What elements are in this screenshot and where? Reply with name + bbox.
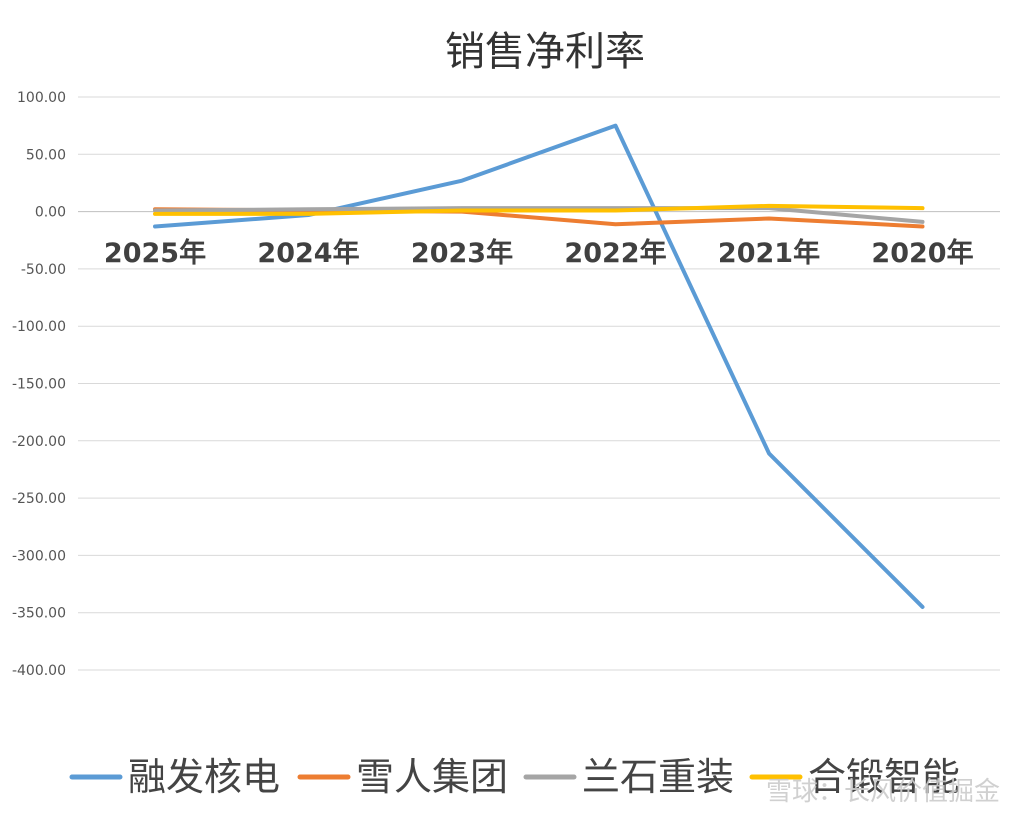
y-tick-label: -350.00 xyxy=(12,606,66,622)
legend-label: 雪人集团 xyxy=(356,755,508,799)
series-line xyxy=(153,123,925,609)
y-tick-label: -250.00 xyxy=(12,491,66,507)
y-tick-label: -400.00 xyxy=(12,663,66,679)
x-tick-label: 2024年 xyxy=(257,237,359,269)
series-line xyxy=(153,206,925,224)
legend-label: 融发核电 xyxy=(128,755,280,799)
x-tick-label: 2023年 xyxy=(411,237,513,269)
series-line xyxy=(153,203,925,216)
x-tick-label: 2022年 xyxy=(564,237,666,269)
chart-title: 销售净利率 xyxy=(445,29,645,75)
y-tick-label: -50.00 xyxy=(21,262,66,278)
watermark-text: 雪球：长风价值掘金 xyxy=(766,777,1000,807)
y-tick-label: -150.00 xyxy=(12,377,66,393)
grid-lines xyxy=(78,96,1000,671)
x-axis-ticks: 2025年 2024年 2023年 2022年 2021年 2020年 xyxy=(104,237,974,269)
y-tick-label: 100.00 xyxy=(17,90,66,106)
x-tick-label: 2020年 xyxy=(871,237,973,269)
x-tick-label: 2021年 xyxy=(718,237,820,269)
y-tick-label: -200.00 xyxy=(12,434,66,450)
y-tick-label: 50.00 xyxy=(26,147,66,163)
y-axis-ticks: 100.00 50.00 0.00 -50.00 -100.00 -150.00 -200.… xyxy=(12,90,66,679)
y-tick-label: -100.00 xyxy=(12,319,66,335)
x-tick-label: 2025年 xyxy=(104,237,206,269)
y-tick-label: 0.00 xyxy=(35,205,66,221)
legend-label: 兰石重装 xyxy=(582,755,734,799)
y-tick-label: -300.00 xyxy=(12,548,66,564)
series-lines xyxy=(153,123,925,609)
legend-label: 合锻智能 xyxy=(808,755,960,799)
legend: 融发核电 雪人集团 兰石重装 合锻智能 xyxy=(69,755,960,799)
